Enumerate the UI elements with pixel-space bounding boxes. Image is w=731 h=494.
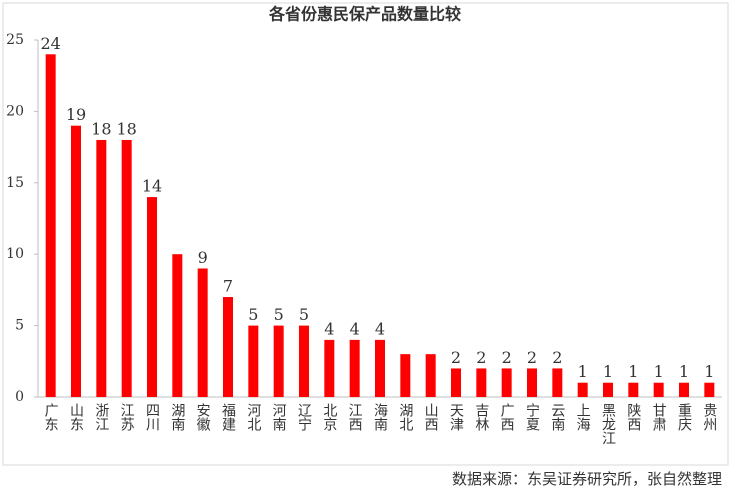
bar <box>400 354 411 397</box>
bar <box>223 297 233 397</box>
bar <box>501 368 512 397</box>
y-tick-label: 0 <box>15 389 24 405</box>
data-label: 2 <box>451 348 461 367</box>
x-tick-label: 安徽 <box>195 403 211 431</box>
bar <box>71 125 81 398</box>
y-tick-label: 20 <box>6 103 24 119</box>
x-tick-label: 湖北 <box>397 403 413 432</box>
data-label: 5 <box>299 305 309 324</box>
data-label: 1 <box>654 362 664 381</box>
x-tick-label: 江西 <box>347 403 363 431</box>
x-tick-label: 陕西 <box>625 403 641 431</box>
bar <box>299 325 309 397</box>
x-tick-label: 广东 <box>43 403 59 431</box>
x-tick-label: 江苏 <box>119 403 135 432</box>
x-tick-label: 贵州 <box>701 403 717 431</box>
bar <box>603 382 613 397</box>
bar <box>324 339 335 397</box>
x-tick-label: 湖南 <box>169 403 185 431</box>
bar <box>527 368 537 397</box>
chart-title: 各省份惠民保产品数量比较 <box>268 5 461 24</box>
data-label: 1 <box>679 362 689 381</box>
y-tick-label: 15 <box>6 175 24 191</box>
data-label: 18 <box>116 119 136 138</box>
bar <box>679 382 689 397</box>
x-tick-label: 福建 <box>220 403 236 432</box>
bar <box>197 268 208 397</box>
x-tick-label: 黑龙江 <box>600 403 616 445</box>
bar <box>425 354 436 397</box>
data-label: 4 <box>350 319 360 338</box>
bar <box>704 382 715 397</box>
bar <box>273 325 284 397</box>
data-label: 7 <box>223 277 233 296</box>
data-label: 19 <box>66 105 86 124</box>
bar <box>349 339 360 397</box>
x-tick-label: 浙江 <box>93 403 109 431</box>
data-label: 2 <box>476 348 486 367</box>
x-tick-label: 吉林 <box>473 403 489 431</box>
x-tick-label: 宁夏 <box>524 402 540 431</box>
bar <box>451 368 461 397</box>
data-label: 14 <box>142 177 162 196</box>
x-tick-label: 海南 <box>372 403 388 431</box>
data-label: 4 <box>324 319 334 338</box>
x-tick-label: 云南 <box>549 403 565 431</box>
data-label: 1 <box>578 362 588 381</box>
bar <box>248 325 259 397</box>
x-tick-label: 上海 <box>575 403 591 431</box>
bar <box>45 54 56 397</box>
bar <box>121 139 132 397</box>
y-tick-label: 10 <box>6 246 24 262</box>
x-tick-label: 广西 <box>499 403 515 431</box>
bar <box>628 382 639 397</box>
bar <box>653 382 664 397</box>
bar <box>577 382 588 397</box>
source-note: 数据来源：东吴证券研究所，张自然整理 <box>452 470 722 488</box>
bar <box>375 339 385 397</box>
x-tick-label: 甘肃 <box>651 403 667 431</box>
x-tick-label: 四川 <box>144 403 160 431</box>
x-tick-label: 河北 <box>245 403 261 432</box>
x-tick-label: 河南 <box>271 403 287 431</box>
chart-border <box>2 2 729 466</box>
bar <box>147 197 157 397</box>
bar <box>172 254 183 397</box>
x-tick-label: 天津 <box>448 403 464 431</box>
data-label: 2 <box>527 348 537 367</box>
data-label: 1 <box>704 362 714 381</box>
y-tick-label: 25 <box>6 32 24 48</box>
data-label: 18 <box>91 119 111 138</box>
bar <box>96 139 107 397</box>
data-label: 24 <box>40 34 60 53</box>
x-tick-label: 北京 <box>321 403 337 431</box>
data-label: 9 <box>198 248 208 267</box>
bar <box>476 368 487 397</box>
bar <box>552 368 563 397</box>
x-tick-label: 山西 <box>423 403 439 431</box>
y-tick-label: 5 <box>15 318 24 334</box>
data-label: 5 <box>274 305 284 324</box>
x-tick-label: 辽宁 <box>296 403 312 431</box>
data-label: 4 <box>375 319 385 338</box>
data-label: 1 <box>603 362 613 381</box>
data-label: 1 <box>628 362 638 381</box>
x-tick-label: 重庆 <box>676 403 692 431</box>
data-label: 5 <box>248 305 258 324</box>
x-tick-label: 山东 <box>68 403 84 431</box>
data-label: 2 <box>502 348 512 367</box>
data-label: 2 <box>552 348 562 367</box>
